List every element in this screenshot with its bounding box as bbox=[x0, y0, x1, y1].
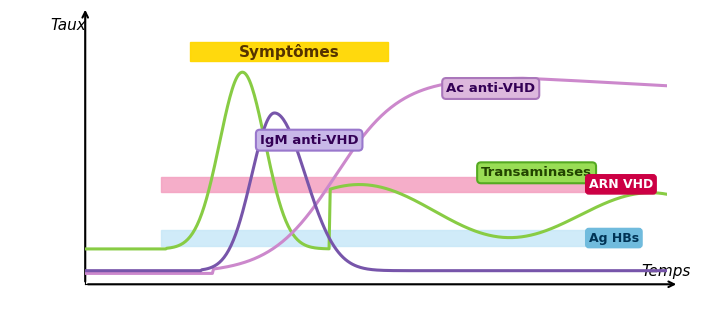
Text: ARN VHD: ARN VHD bbox=[589, 178, 653, 191]
Text: Taux: Taux bbox=[50, 18, 86, 33]
Text: Symptômes: Symptômes bbox=[239, 44, 339, 60]
Bar bbox=[190, 42, 388, 61]
Text: Ac anti-VHD: Ac anti-VHD bbox=[446, 82, 535, 95]
Text: Transaminases: Transaminases bbox=[481, 166, 592, 179]
Text: Temps: Temps bbox=[641, 264, 691, 279]
Bar bbox=[161, 177, 621, 192]
Text: Ag HBs: Ag HBs bbox=[589, 231, 639, 244]
Bar bbox=[161, 230, 621, 246]
Text: IgM anti-VHD: IgM anti-VHD bbox=[260, 134, 359, 147]
